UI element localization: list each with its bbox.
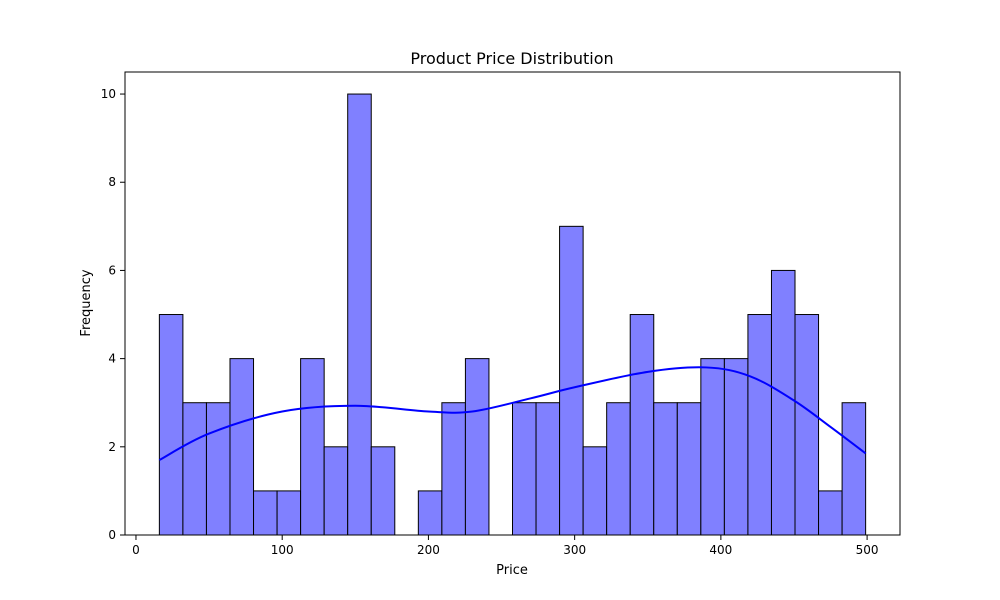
histogram-bar <box>300 358 325 536</box>
histogram-bar <box>347 93 372 536</box>
histogram-bar <box>794 314 820 536</box>
x-tick-label: 100 <box>271 543 294 557</box>
histogram-bar <box>629 314 655 536</box>
histogram-bar <box>441 402 466 536</box>
x-tick-label: 400 <box>709 543 732 557</box>
histogram-bar <box>182 402 207 536</box>
histogram-bar <box>700 358 725 536</box>
histogram-bar <box>723 358 749 536</box>
x-tick-label: 0 <box>132 543 140 557</box>
y-tick-label: 8 <box>108 175 116 189</box>
histogram-bar <box>276 490 302 536</box>
histogram-bar <box>582 446 608 536</box>
plot-area-frame <box>124 71 901 536</box>
histogram-bar <box>205 402 231 536</box>
histogram-bar <box>841 402 867 536</box>
histogram-bar <box>535 402 561 536</box>
x-tick-label: 200 <box>417 543 440 557</box>
y-axis-ticks: 0 2 4 6 8 10 <box>101 87 125 542</box>
histogram-bar <box>417 490 443 536</box>
x-axis-label: Price <box>496 563 528 578</box>
histogram-bar <box>323 446 349 536</box>
histogram-bar <box>747 314 772 536</box>
chart-title: Product Price Distribution <box>410 49 613 68</box>
histogram-bar <box>676 402 702 536</box>
y-tick-label: 0 <box>108 528 116 542</box>
x-tick-label: 500 <box>856 543 879 557</box>
histogram-bar <box>606 402 631 536</box>
histogram-bars <box>158 93 867 536</box>
histogram-bar <box>818 490 843 536</box>
histogram-bar <box>512 402 537 536</box>
y-tick-label: 4 <box>108 352 116 366</box>
histogram-bar <box>653 402 678 536</box>
x-tick-label: 300 <box>563 543 586 557</box>
histogram-bar <box>229 358 255 536</box>
x-axis-ticks: 0 100 200 300 400 500 <box>132 535 879 557</box>
y-axis-label: Frequency <box>79 269 94 336</box>
histogram-bar <box>253 490 278 536</box>
histogram-bar <box>770 269 796 536</box>
histogram-bar <box>370 446 396 536</box>
y-tick-label: 2 <box>108 440 116 454</box>
histogram-bar <box>559 225 584 536</box>
kde-curve <box>158 366 867 461</box>
y-tick-label: 10 <box>101 87 116 101</box>
histogram-bar <box>464 358 490 536</box>
y-tick-label: 6 <box>108 263 116 277</box>
histogram-bar <box>158 314 184 536</box>
